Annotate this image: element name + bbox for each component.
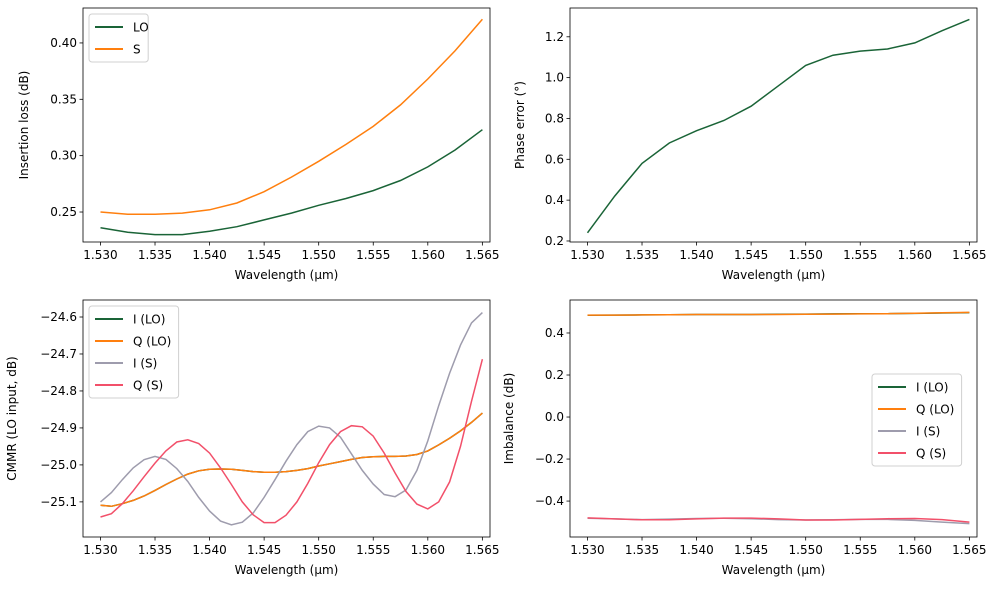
x-axis-label: Wavelength (µm)	[722, 268, 826, 282]
x-tick-label: 1.550	[789, 248, 823, 262]
axes-frame	[82, 299, 491, 538]
x-tick-label: 1.555	[843, 248, 877, 262]
legend-label: LO	[133, 21, 149, 35]
subplot-2: 1.530 1.535 1.540 1.545 1.550 1.555 1.560 1.565…	[513, 7, 987, 282]
legend-label: I (S)	[916, 425, 940, 439]
legend-label: Q (LO)	[916, 403, 954, 417]
y-axis-label: Insertion loss (dB)	[17, 71, 31, 180]
axes-frame	[569, 7, 978, 243]
x-tick-label: 1.545	[734, 543, 768, 557]
x-tick-label: 1.550	[302, 248, 336, 262]
legend: I (LO) Q (LO) I (S) Q (S)	[88, 305, 180, 399]
y-axis-label: CMMR (LO input, dB)	[5, 356, 19, 480]
subplot-1: 1.530 1.535 1.540 1.545 1.550 1.555 1.560 1.565…	[17, 7, 500, 282]
legend-label: S	[133, 43, 141, 57]
legend-box	[88, 305, 180, 399]
x-tick-label: 1.540	[679, 543, 713, 557]
x-tick-label: 1.560	[898, 543, 932, 557]
y-tick-label: −24.6	[40, 310, 77, 324]
y-tick-label: 0.2	[545, 368, 564, 382]
x-tick-label: 1.560	[411, 543, 445, 557]
x-tick-label: 1.555	[356, 248, 390, 262]
series-line-lo	[100, 129, 483, 236]
legend-label: Q (S)	[916, 447, 946, 461]
legend-label: I (LO)	[133, 313, 165, 327]
x-tick-label: 1.560	[898, 248, 932, 262]
x-tick-label: 1.545	[247, 248, 281, 262]
x-tick-label: 1.530	[83, 248, 117, 262]
x-tick-label: 1.540	[192, 543, 226, 557]
x-tick-label: 1.535	[625, 543, 659, 557]
legend: LO S	[88, 13, 149, 63]
series-line-q-s	[587, 517, 970, 523]
y-tick-label: −0.2	[535, 452, 564, 466]
subplot-3: 1.530 1.535 1.540 1.545 1.550 1.555 1.560 1.565…	[5, 299, 500, 577]
x-tick-label: 1.530	[83, 543, 117, 557]
axes-frame	[569, 299, 978, 538]
x-tick-label: 1.545	[734, 248, 768, 262]
subplot-4: 1.530 1.535 1.540 1.545 1.550 1.555 1.560 1.565…	[502, 299, 987, 577]
series-line-i-s	[100, 312, 483, 526]
series-line-q-lo	[587, 311, 970, 316]
y-tick-label: 0.35	[50, 92, 77, 106]
y-tick-label: −24.8	[40, 384, 77, 398]
legend-label: I (S)	[133, 357, 157, 371]
x-tick-label: 1.545	[247, 543, 281, 557]
y-tick-label: 0.2	[545, 234, 564, 248]
y-tick-label: 0.40	[50, 36, 77, 50]
x-tick-label: 1.535	[138, 543, 172, 557]
x-tick-label: 1.535	[625, 248, 659, 262]
legend-label: I (LO)	[916, 381, 948, 395]
x-axis-label: Wavelength (µm)	[235, 563, 339, 577]
series-line-q-lo	[100, 412, 483, 508]
x-tick-label: 1.565	[952, 543, 986, 557]
x-tick-label: 1.565	[465, 248, 499, 262]
series-line-s	[100, 18, 483, 216]
series-line-1	[586, 18, 970, 234]
y-tick-label: 0.6	[545, 152, 564, 166]
y-tick-label: −0.4	[535, 494, 564, 508]
x-tick-label: 1.535	[138, 248, 172, 262]
y-tick-label: 0.25	[50, 205, 77, 219]
legend-label: Q (S)	[133, 379, 163, 393]
axes-frame	[82, 7, 491, 243]
x-tick-label: 1.530	[570, 248, 604, 262]
y-tick-label: 0.8	[545, 111, 564, 125]
y-tick-label: −25.0	[40, 458, 77, 472]
y-tick-label: −24.9	[40, 421, 77, 435]
y-tick-label: 1.0	[545, 71, 564, 85]
x-axis-label: Wavelength (µm)	[722, 563, 826, 577]
x-tick-label: 1.540	[192, 248, 226, 262]
x-tick-label: 1.550	[789, 543, 823, 557]
x-axis-label: Wavelength (µm)	[235, 268, 339, 282]
y-tick-label: 0.0	[545, 410, 564, 424]
y-tick-label: 0.30	[50, 149, 77, 163]
y-axis-label: Phase error (°)	[513, 81, 527, 169]
y-tick-label: 0.4	[545, 326, 564, 340]
x-tick-label: 1.540	[679, 248, 713, 262]
y-tick-label: −24.7	[40, 347, 77, 361]
legend-box	[871, 373, 963, 467]
y-tick-label: 0.4	[545, 193, 564, 207]
legend: I (LO) Q (LO) I (S) Q (S)	[871, 373, 963, 467]
x-tick-label: 1.550	[302, 543, 336, 557]
y-tick-label: −25.1	[40, 495, 77, 509]
x-tick-label: 1.555	[843, 543, 877, 557]
x-tick-label: 1.560	[411, 248, 445, 262]
y-axis-label: Imbalance (dB)	[502, 373, 516, 465]
y-tick-label: 1.2	[545, 30, 564, 44]
legend-label: Q (LO)	[133, 335, 171, 349]
x-tick-label: 1.555	[356, 543, 390, 557]
series-line-q-s	[100, 359, 484, 524]
x-tick-label: 1.565	[465, 543, 499, 557]
x-tick-label: 1.565	[952, 248, 986, 262]
x-tick-label: 1.530	[570, 543, 604, 557]
